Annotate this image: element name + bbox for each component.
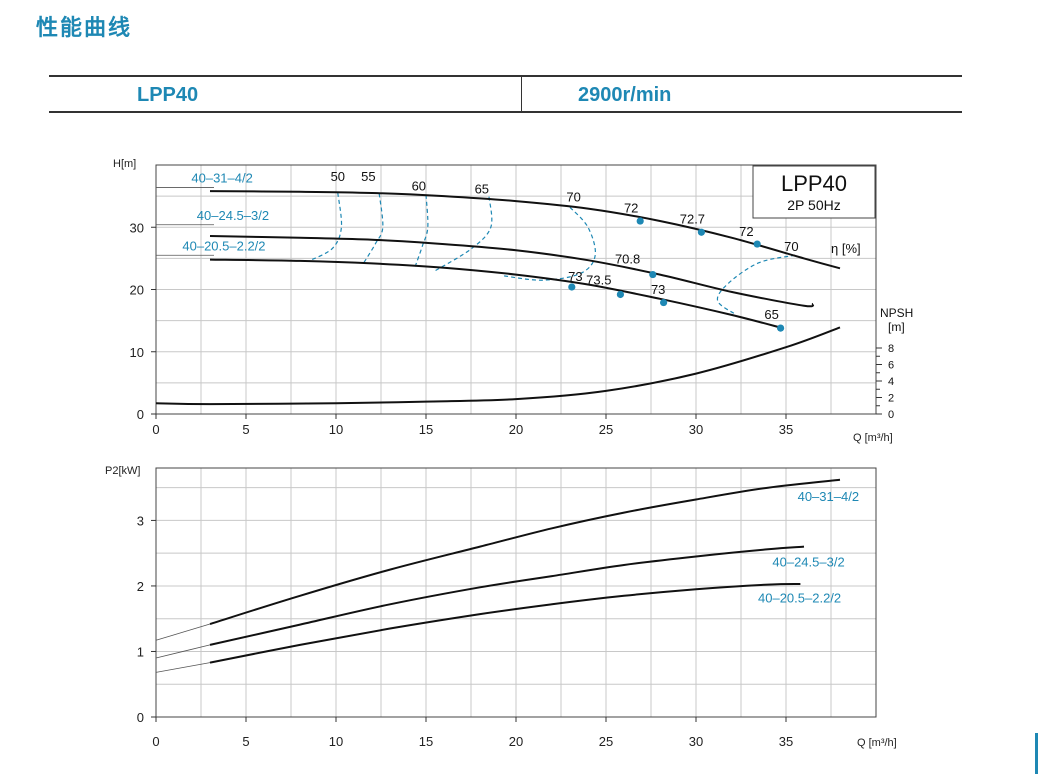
power-curve-label: 40–31–4/2 xyxy=(798,489,859,504)
iso-efficiency-curve xyxy=(308,192,343,262)
x-tick-label: 30 xyxy=(689,422,703,437)
efficiency-label: 50 xyxy=(331,169,345,184)
npsh-axis-unit: [m] xyxy=(888,320,905,334)
efficiency-point xyxy=(753,240,761,248)
efficiency-label: 70 xyxy=(566,190,580,205)
x-tick-label: 35 xyxy=(779,422,793,437)
y-tick-label: 0 xyxy=(137,710,144,725)
efficiency-point xyxy=(777,324,785,332)
iso-efficiency-curve xyxy=(362,193,384,265)
power-curve-label: 40–20.5–2.2/2 xyxy=(758,590,841,605)
efficiency-point xyxy=(636,217,644,225)
npsh-tick-label: 4 xyxy=(888,376,894,388)
iso-efficiency-curve xyxy=(716,254,796,315)
x-tick-label: 15 xyxy=(419,734,433,749)
page-edge-marker xyxy=(1035,733,1038,774)
iso-efficiency-curve xyxy=(503,206,597,281)
y-axis-label: H[m] xyxy=(113,158,136,170)
efficiency-point xyxy=(660,298,668,307)
head-curve xyxy=(209,235,815,308)
legend-subtitle: 2P 50Hz xyxy=(787,197,840,213)
power-curve-label: 40–24.5–3/2 xyxy=(772,554,844,569)
power-curve xyxy=(209,545,805,646)
y-tick-label: 0 xyxy=(137,407,144,422)
efficiency-label: 60 xyxy=(412,179,426,194)
x-tick-label: 5 xyxy=(242,734,249,749)
x-tick-label: 25 xyxy=(599,422,613,437)
npsh-curve xyxy=(155,326,841,406)
header-model: LPP40 xyxy=(137,84,199,106)
npsh-tick-label: 2 xyxy=(888,393,894,405)
x-tick-label: 15 xyxy=(419,422,433,437)
x-axis-label: Q [m³/h] xyxy=(857,737,897,749)
y-tick-label: 20 xyxy=(130,283,144,298)
efficiency-label: 65 xyxy=(475,182,489,197)
iso-efficiency-curve xyxy=(434,196,493,272)
efficiency-point-label: 72 xyxy=(624,200,638,215)
efficiency-point-label: 70.8 xyxy=(615,251,640,266)
model-header-bar: LPP40 2900r/min xyxy=(49,75,962,113)
y-tick-label: 1 xyxy=(137,644,144,659)
iso-efficiency-curve xyxy=(414,194,429,267)
legend-title: LPP40 xyxy=(781,171,847,196)
head-curve-label: 40–20.5–2.2/2 xyxy=(182,238,265,253)
power-curve-extension xyxy=(155,623,211,641)
x-tick-label: 0 xyxy=(152,422,159,437)
y-tick-label: 30 xyxy=(130,220,144,235)
efficiency-label: 55 xyxy=(361,169,375,184)
npsh-axis-label: NPSH xyxy=(880,306,913,320)
efficiency-point-label: 73 xyxy=(568,269,582,284)
efficiency-point xyxy=(568,283,576,291)
power-curve-extension xyxy=(155,662,211,673)
x-tick-label: 25 xyxy=(599,734,613,749)
x-axis-label: Q [m³/h] xyxy=(853,432,893,444)
x-tick-label: 10 xyxy=(329,422,343,437)
efficiency-point-label: 73 xyxy=(651,282,665,297)
x-tick-label: 20 xyxy=(509,734,523,749)
efficiency-point-label: 72 xyxy=(739,224,753,239)
y-tick-label: 10 xyxy=(130,345,144,360)
legend-box xyxy=(752,165,876,219)
head-curve xyxy=(209,190,841,270)
head-curve-label: 40–24.5–3/2 xyxy=(197,208,269,223)
header-speed: 2900r/min xyxy=(578,84,672,106)
x-tick-label: 20 xyxy=(509,422,523,437)
y-tick-label: 2 xyxy=(137,579,144,594)
efficiency-point-label: 65 xyxy=(764,307,778,322)
npsh-tick-label: 8 xyxy=(888,343,894,355)
efficiency-label: 70 xyxy=(784,239,798,254)
x-tick-label: 35 xyxy=(779,734,793,749)
power-curve xyxy=(209,583,801,664)
y-axis-label: P2[kW] xyxy=(105,465,140,477)
power-curve-extension xyxy=(155,644,211,659)
npsh-tick-label: 0 xyxy=(888,409,894,421)
x-tick-label: 10 xyxy=(329,734,343,749)
y-tick-label: 3 xyxy=(137,513,144,528)
efficiency-point xyxy=(649,270,657,279)
x-tick-label: 30 xyxy=(689,734,703,749)
power-curve xyxy=(209,478,841,625)
npsh-tick-label: 6 xyxy=(888,360,894,372)
eta-axis-label: η [%] xyxy=(831,241,861,256)
head-curve-label: 40–31–4/2 xyxy=(191,170,252,185)
x-tick-label: 0 xyxy=(152,734,159,749)
efficiency-point-label: 73.5 xyxy=(586,273,611,288)
page-title: 性能曲线 xyxy=(36,16,133,41)
efficiency-point xyxy=(616,290,625,299)
x-tick-label: 5 xyxy=(242,422,249,437)
efficiency-point-label: 72.7 xyxy=(680,212,705,227)
head-curve xyxy=(209,258,783,330)
header-divider xyxy=(521,77,522,111)
efficiency-point xyxy=(697,228,706,236)
